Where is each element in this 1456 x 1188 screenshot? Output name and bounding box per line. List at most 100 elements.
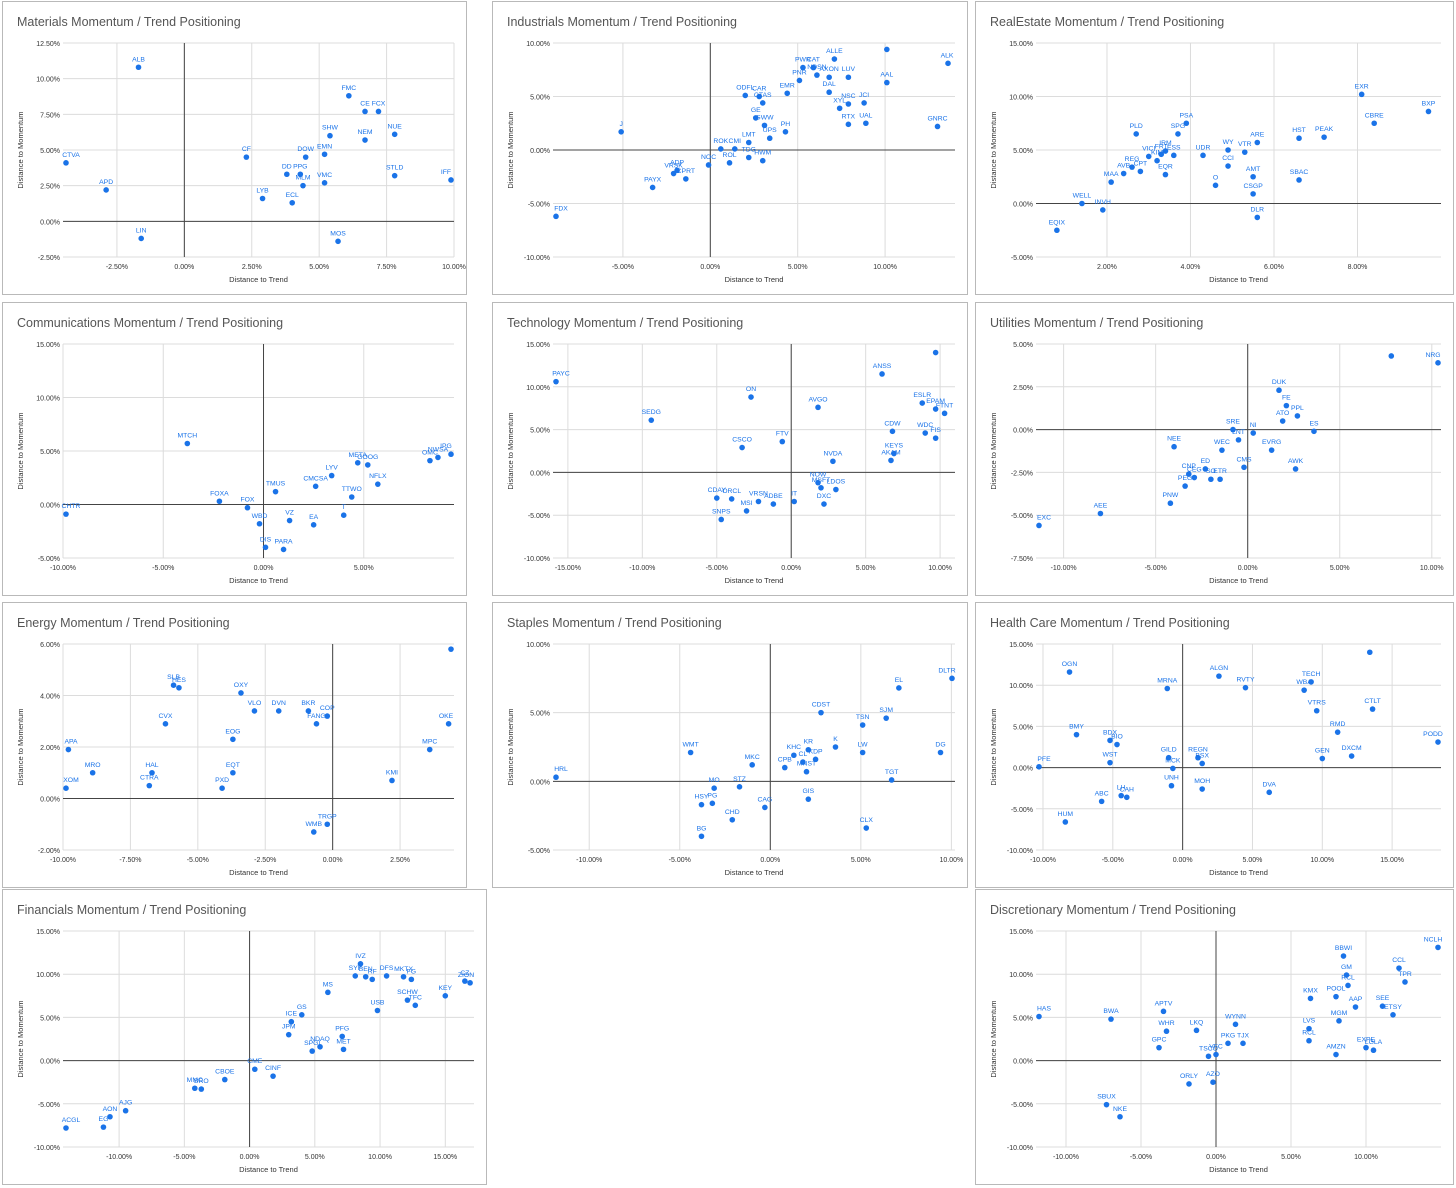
point-label: VRSN <box>749 491 768 498</box>
x-tick-label: 0.00% <box>1173 857 1193 864</box>
data-point <box>435 454 441 461</box>
y-axis-title: Distance to Momentum <box>989 412 998 489</box>
point-label: PODD <box>1423 731 1443 738</box>
y-tick-label: -2.50% <box>38 255 60 262</box>
data-point <box>888 777 895 783</box>
y-axis-title: Distance to Momentum <box>16 412 25 489</box>
data-point <box>1158 151 1165 158</box>
point-label: UNH <box>1164 775 1179 782</box>
data-point <box>1296 135 1302 142</box>
point-label: ABC <box>1095 790 1109 797</box>
point-label: GM <box>1341 964 1352 971</box>
data-point <box>553 378 559 385</box>
point-label: ROL <box>723 152 737 159</box>
point-label: WY <box>1223 139 1234 146</box>
point-label: NCLH <box>1424 936 1443 943</box>
data-point <box>1250 191 1256 197</box>
point-label: CHD <box>725 809 740 816</box>
y-tick-label: 0.00% <box>1013 1059 1033 1066</box>
y-tick-label: 15.00% <box>36 929 60 936</box>
data-point <box>391 172 398 179</box>
data-point <box>1182 483 1188 489</box>
data-point <box>752 115 759 121</box>
data-point <box>815 479 821 486</box>
y-tick-label: 4.00% <box>40 694 60 701</box>
y-tick-label: 0.00% <box>1013 202 1033 209</box>
scatter-plot: -10.00% -5.00% 0.00% 5.00% 10.00% 15.00% -15.0… <box>506 342 955 585</box>
data-point <box>1307 995 1314 1002</box>
point-label: T <box>342 504 346 511</box>
data-point <box>1225 1040 1231 1047</box>
point-label: VZ <box>285 510 294 517</box>
data-point <box>1321 134 1327 140</box>
point-label: KIM <box>1151 150 1163 157</box>
data-point <box>670 170 677 177</box>
data-point <box>1254 214 1261 221</box>
point-label: LW <box>858 741 868 748</box>
x-tick-label: 5.00% <box>788 264 808 271</box>
point-label: CDW <box>884 420 901 427</box>
point-label: FANG <box>307 713 326 720</box>
data-point <box>742 92 749 99</box>
data-point <box>1120 170 1127 177</box>
point-label: BKR <box>301 700 315 707</box>
point-label: KMI <box>386 769 398 776</box>
y-tick-label: 10.00% <box>526 41 550 48</box>
data-point <box>888 457 894 464</box>
scatter-plot: -2.50% 0.00% 2.50% 5.00% 7.50% 10.00% 12.50% -2… <box>16 41 466 284</box>
point-label: STZ <box>733 776 746 783</box>
y-tick-label: 5.00% <box>530 428 550 435</box>
data-point <box>922 430 929 436</box>
point-label: FTV <box>776 431 789 438</box>
data-point <box>859 749 866 756</box>
data-point <box>107 1113 113 1120</box>
chart-panel-healthcare: Health Care Momentum / Trend Positioning… <box>975 602 1454 888</box>
point-label: FOX <box>240 497 254 504</box>
point-label: NRG <box>1425 352 1440 359</box>
point-label: KEYS <box>885 443 904 450</box>
point-label: PAYX <box>644 176 662 183</box>
chart-panel-financials: Financials Momentum / Trend Positioning … <box>2 889 487 1185</box>
data-point <box>1319 755 1326 762</box>
x-tick-label: -5.00% <box>612 264 634 271</box>
point-label: BIO <box>1111 734 1123 741</box>
x-tick-label: 5.00% <box>305 1154 325 1161</box>
x-tick-label: 8.00% <box>1348 264 1368 271</box>
data-point <box>1435 360 1441 366</box>
data-point <box>352 973 359 979</box>
data-point <box>553 213 559 220</box>
data-point <box>1333 1051 1339 1058</box>
x-tick-label: -5.00% <box>1102 857 1124 864</box>
point-label: WMB <box>305 821 322 828</box>
point-label: APD <box>99 179 113 186</box>
data-point <box>1200 152 1206 159</box>
x-tick-label: 5.00% <box>309 264 329 271</box>
data-point <box>1250 430 1257 436</box>
point-label: VFC <box>1209 1044 1223 1051</box>
point-label: MLM <box>295 175 310 182</box>
data-point <box>310 829 317 835</box>
data-point <box>826 89 832 96</box>
point-label: AMZN <box>1326 1044 1345 1051</box>
data-point <box>845 121 852 128</box>
point-label: RVTY <box>1236 677 1254 684</box>
point-label: ALB <box>132 56 145 63</box>
data-point <box>65 746 72 753</box>
point-label: CVX <box>158 713 172 720</box>
data-point <box>302 154 309 160</box>
point-label: CBRE <box>1365 112 1384 119</box>
data-point <box>1162 148 1169 154</box>
point-label: DXCM <box>1342 745 1362 752</box>
data-point <box>831 56 838 62</box>
data-point <box>863 120 869 127</box>
data-point <box>884 46 890 53</box>
data-point <box>216 498 223 505</box>
data-point <box>364 462 371 468</box>
y-tick-label: -5.00% <box>38 556 60 563</box>
point-label: EOG <box>225 728 240 735</box>
data-point <box>289 199 296 206</box>
chart-title: Health Care Momentum / Trend Positioning <box>990 616 1230 630</box>
data-point <box>219 785 225 791</box>
data-point <box>941 410 948 417</box>
data-point <box>1107 759 1113 766</box>
